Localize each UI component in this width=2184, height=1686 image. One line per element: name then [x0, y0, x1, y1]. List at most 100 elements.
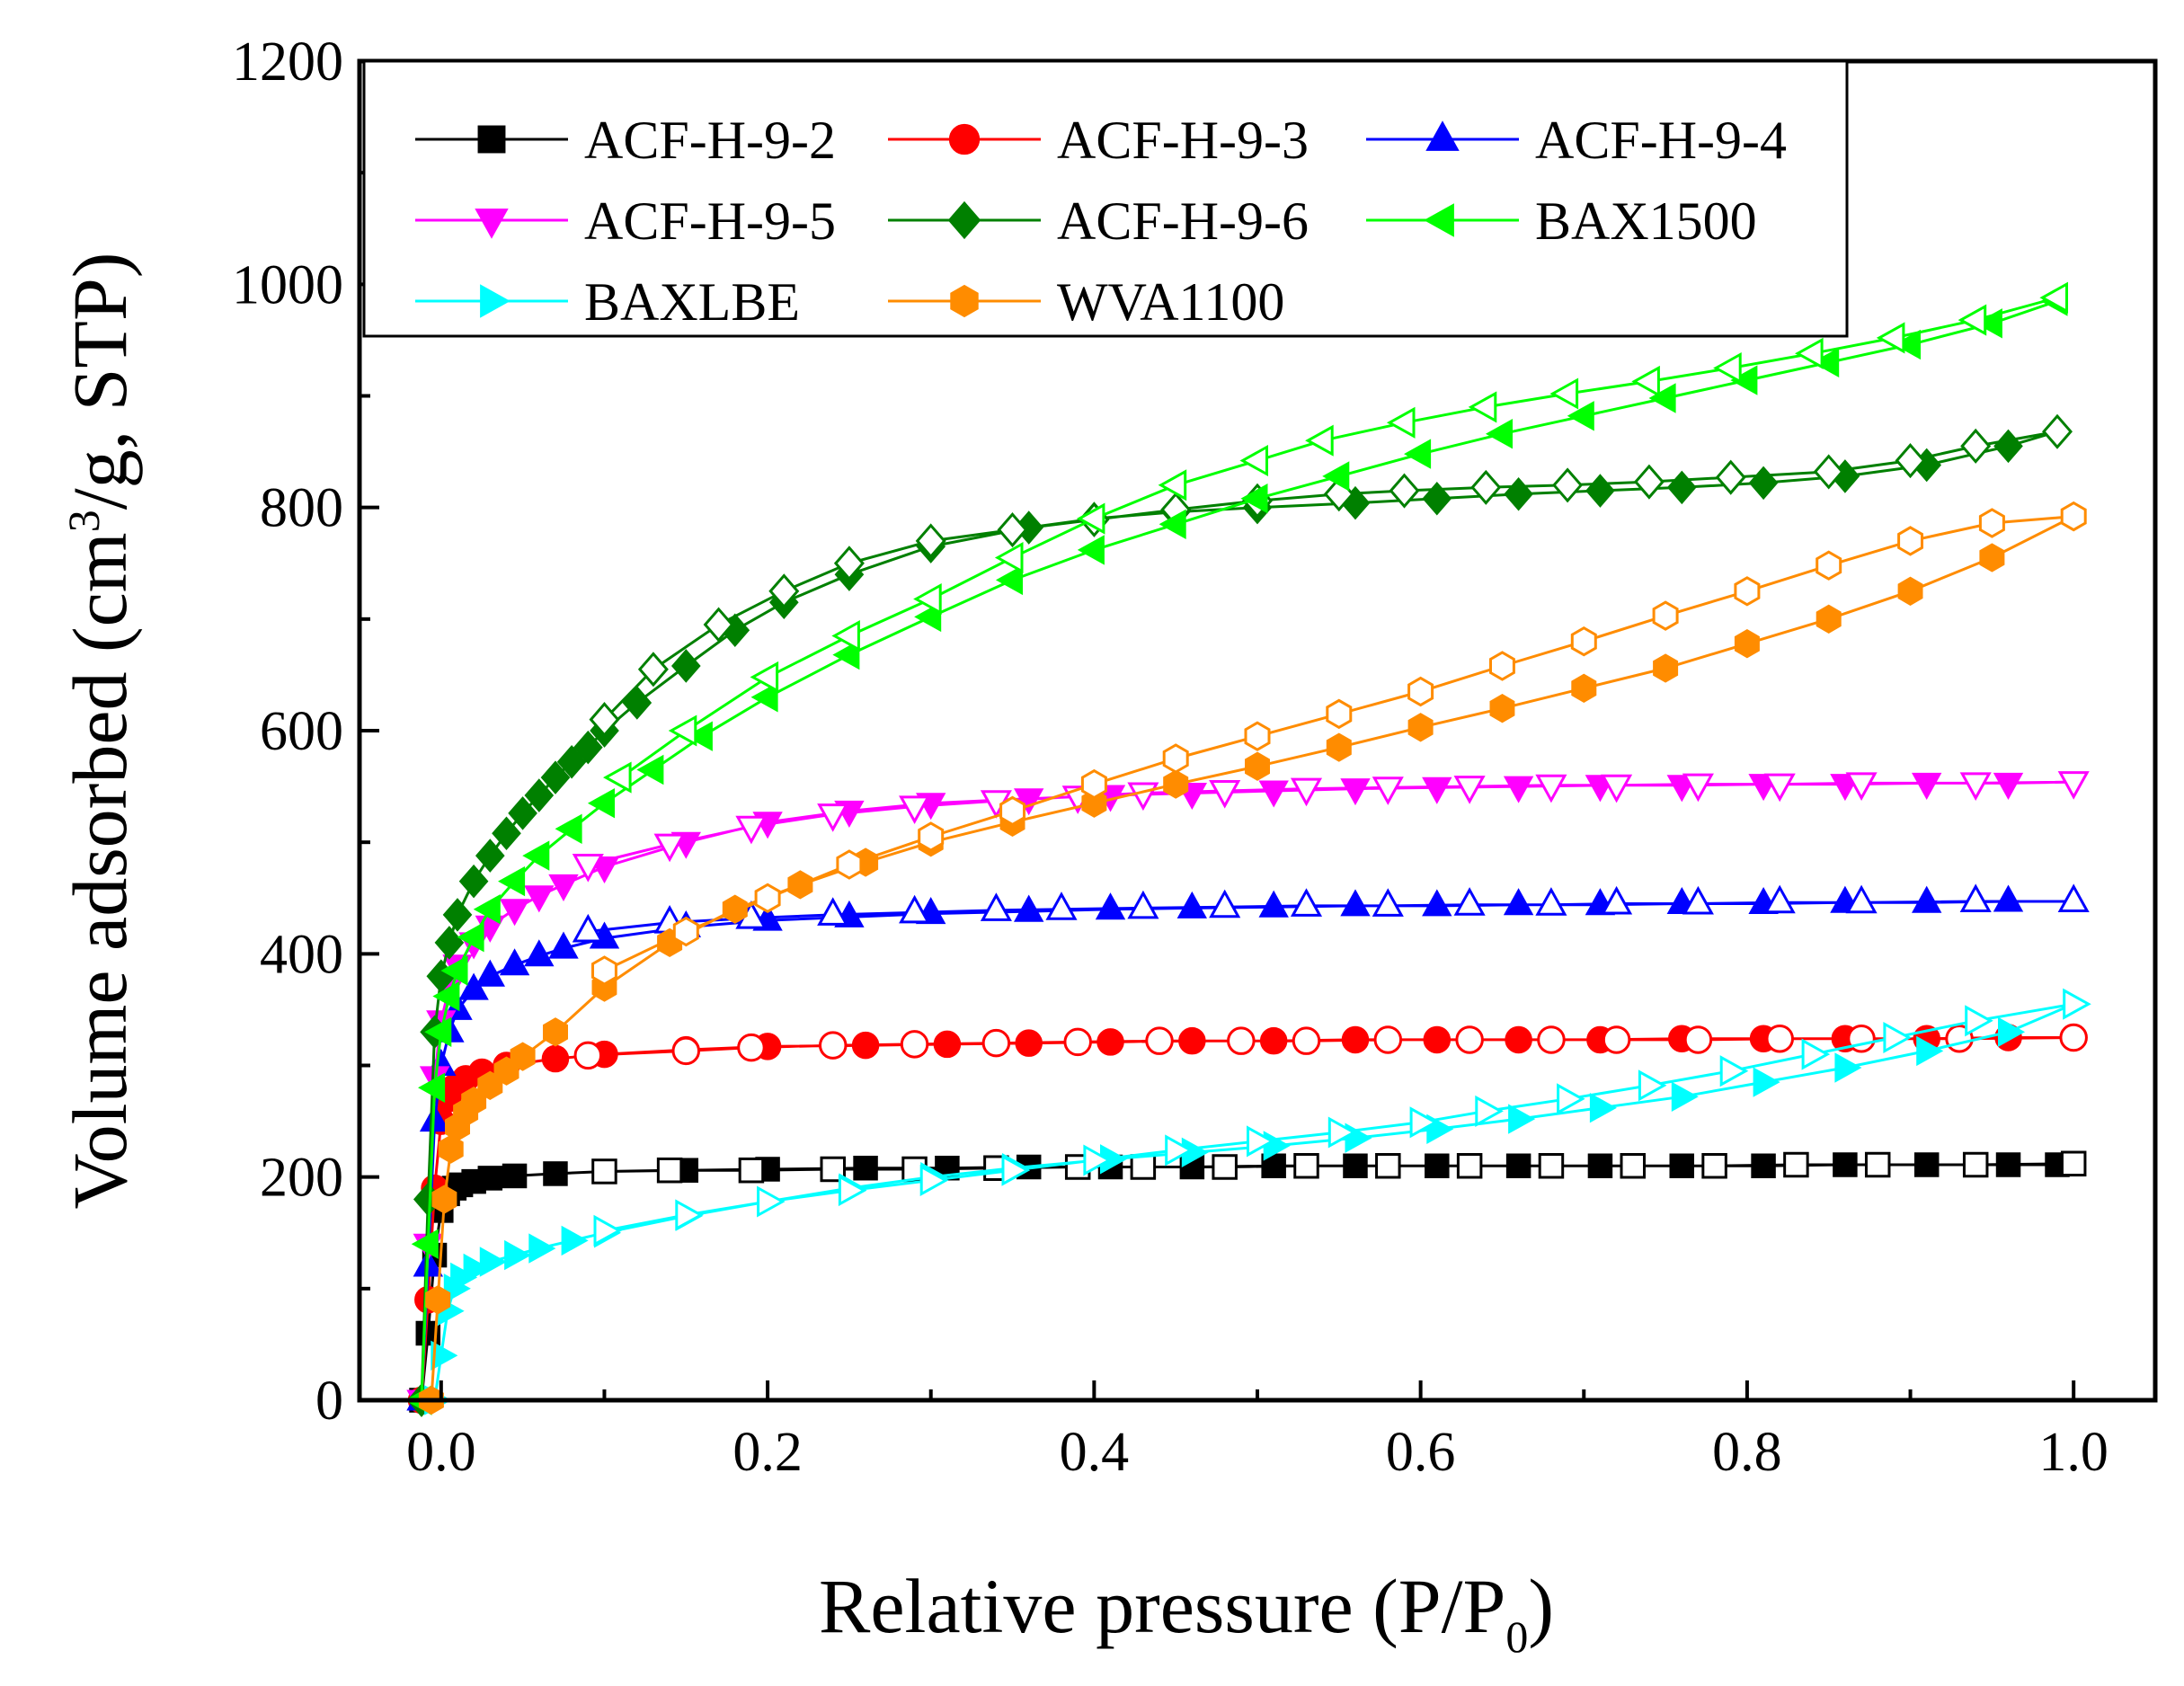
desorption-point-ACF-H-9-4 — [899, 894, 931, 924]
adsorption-point-ACF-H-9-5 — [1503, 776, 1534, 803]
desorption-point-BAXLBE — [1719, 1055, 1749, 1087]
legend-marker-BAXLBE — [480, 284, 510, 318]
desorption-point-ACF-H-9-4 — [572, 913, 604, 943]
adsorption-point-BAX1500 — [1322, 461, 1350, 492]
desorption-point-ACF-H-9-6 — [2042, 413, 2073, 449]
desorption-point-BAX1500 — [1795, 337, 1824, 369]
series-WVA1100 — [418, 501, 2087, 1415]
adsorption-point-ACF-H-9-6 — [1585, 474, 1615, 508]
adsorption-point-BAX1500 — [1485, 419, 1513, 449]
desorption-point-ACF-H-9-2 — [1620, 1153, 1647, 1179]
adsorption-point-ACF-H-9-2 — [502, 1163, 528, 1189]
adsorption-point-ACF-H-9-4 — [548, 931, 579, 959]
desorption-point-BAX1500 — [1386, 406, 1416, 439]
x-tick-label: 1.0 — [2038, 1422, 2109, 1483]
adsorption-point-WVA1100 — [1245, 751, 1270, 781]
y-axis-title: Volume adsorbed (cm3/g, STP) — [57, 253, 143, 1210]
adsorption-point-ACF-H-9-3 — [1341, 1025, 1370, 1054]
desorption-point-ACF-H-9-3 — [573, 1041, 603, 1070]
adsorption-point-ACF-H-9-2 — [543, 1161, 568, 1186]
desorption-point-ACF-H-9-6 — [915, 523, 946, 559]
desorption-point-ACF-H-9-5 — [2057, 771, 2090, 800]
legend-marker-ACF-H-9-6 — [947, 200, 981, 240]
adsorption-point-BAX1500 — [1893, 329, 1921, 360]
adsorption-point-ACF-H-9-3 — [1505, 1025, 1532, 1054]
adsorption-point-BAX1500 — [1567, 401, 1594, 431]
adsorption-point-WVA1100 — [543, 1017, 568, 1047]
legend-item-WVA1100: WVA1100 — [888, 272, 1284, 332]
adsorption-point-ACF-H-9-2 — [1995, 1152, 2021, 1177]
desorption-point-BAXLBE — [1801, 1038, 1831, 1070]
desorption-point-WVA1100 — [1652, 600, 1679, 631]
adsorption-point-BAX1500 — [587, 788, 615, 819]
x-axis-title-subscript: 0 — [1505, 1611, 1528, 1662]
adsorption-point-ACF-H-9-2 — [1913, 1152, 1940, 1177]
desorption-point-BAX1500 — [2039, 281, 2068, 314]
legend-item-ACF-H-9-4: ACF-H-9-4 — [1366, 111, 1787, 170]
adsorption-point-BAX1500 — [411, 1229, 439, 1259]
desorption-point-ACF-H-9-3 — [1683, 1025, 1713, 1054]
desorption-point-ACF-H-9-5 — [1682, 773, 1714, 803]
desorption-point-WVA1100 — [999, 795, 1025, 827]
desorption-point-ACF-H-9-5 — [572, 854, 604, 883]
desorption-point-BAX1500 — [913, 582, 942, 616]
adsorption-point-WVA1100 — [1734, 629, 1760, 659]
adsorption-point-ACF-H-9-2 — [853, 1155, 878, 1181]
adsorption-point-WVA1100 — [431, 1185, 457, 1214]
desorption-point-WVA1100 — [1080, 768, 1107, 800]
legend-box — [362, 59, 1849, 338]
desorption-point-ACF-H-9-6 — [637, 652, 669, 688]
desorption-point-ACF-H-9-3 — [900, 1030, 929, 1059]
adsorption-point-ACF-H-9-4 — [1993, 884, 2024, 912]
adsorption-point-ACF-H-9-4 — [1422, 889, 1452, 917]
y-axis-title-end: /g, STP) — [57, 253, 143, 510]
desorption-point-ACF-H-9-3 — [1847, 1024, 1876, 1053]
desorption-point-BAX1500 — [1713, 351, 1742, 385]
desorption-point-WVA1100 — [2060, 501, 2087, 532]
desorption-point-BAX1500 — [1549, 377, 1579, 410]
desorption-point-ACF-H-9-3 — [2059, 1023, 2088, 1052]
desorption-point-ACF-H-9-2 — [1375, 1153, 1401, 1179]
adsorption-point-BAX1500 — [1159, 509, 1186, 539]
desorption-point-ACF-H-9-2 — [656, 1157, 683, 1184]
adsorption-point-ACF-H-9-3 — [1015, 1029, 1043, 1057]
adsorption-point-ACF-H-9-6 — [556, 744, 587, 779]
legend-item-ACF-H-9-6: ACF-H-9-6 — [888, 191, 1309, 251]
desorption-point-ACF-H-9-3 — [1145, 1026, 1174, 1055]
desorption-point-ACF-H-9-6 — [1960, 428, 1992, 464]
adsorption-point-ACF-H-9-6 — [1993, 429, 2023, 464]
desorption-point-BAXLBE — [1165, 1134, 1194, 1167]
desorption-point-BAX1500 — [994, 541, 1024, 574]
x-tick-label: 0.2 — [732, 1422, 803, 1483]
adsorption-point-ACF-H-9-3 — [1259, 1026, 1288, 1055]
x-tick-label: 0.0 — [406, 1422, 476, 1483]
desorption-point-ACF-H-9-2 — [1130, 1154, 1157, 1180]
adsorption-point-BAX1500 — [555, 813, 582, 844]
y-tick-label: 800 — [260, 478, 343, 539]
adsorption-point-ACF-H-9-6 — [492, 816, 521, 851]
adsorption-point-WVA1100 — [1407, 713, 1434, 742]
series-ACF-H-9-5 — [406, 771, 2090, 1417]
legend-label: ACF-H-9-2 — [584, 111, 836, 170]
adsorption-point-WVA1100 — [787, 870, 813, 900]
desorption-point-WVA1100 — [1734, 576, 1761, 607]
desorption-point-BAX1500 — [1076, 502, 1105, 535]
legend-marker-ACF-H-9-2 — [477, 125, 506, 154]
desorption-point-BAXLBE — [1638, 1069, 1667, 1102]
desorption-point-ACF-H-9-2 — [1212, 1154, 1238, 1180]
adsorption-point-BAXLBE — [1508, 1104, 1536, 1134]
adsorption-point-BAX1500 — [1404, 439, 1432, 469]
adsorption-point-ACF-H-9-4 — [499, 948, 530, 976]
adsorption-point-BAX1500 — [1077, 535, 1105, 565]
series-ACF-H-9-2 — [409, 1150, 2087, 1413]
desorption-point-ACF-H-9-5 — [899, 795, 931, 824]
desorption-point-WVA1100 — [836, 849, 863, 880]
desorption-point-BAXLBE — [1247, 1125, 1275, 1158]
desorption-point-WVA1100 — [754, 883, 781, 914]
desorption-point-WVA1100 — [591, 955, 617, 986]
x-tick-label: 0.6 — [1386, 1422, 1456, 1483]
y-tick-label: 1000 — [232, 254, 343, 315]
axis-ticks: 0.0 0.2 0.4 0.6 0.8 1.0 0 200 400 600 800 1000 1200 — [232, 31, 2109, 1483]
desorption-point-ACF-H-9-3 — [1063, 1027, 1092, 1057]
adsorption-point-ACF-H-9-6 — [670, 649, 701, 683]
